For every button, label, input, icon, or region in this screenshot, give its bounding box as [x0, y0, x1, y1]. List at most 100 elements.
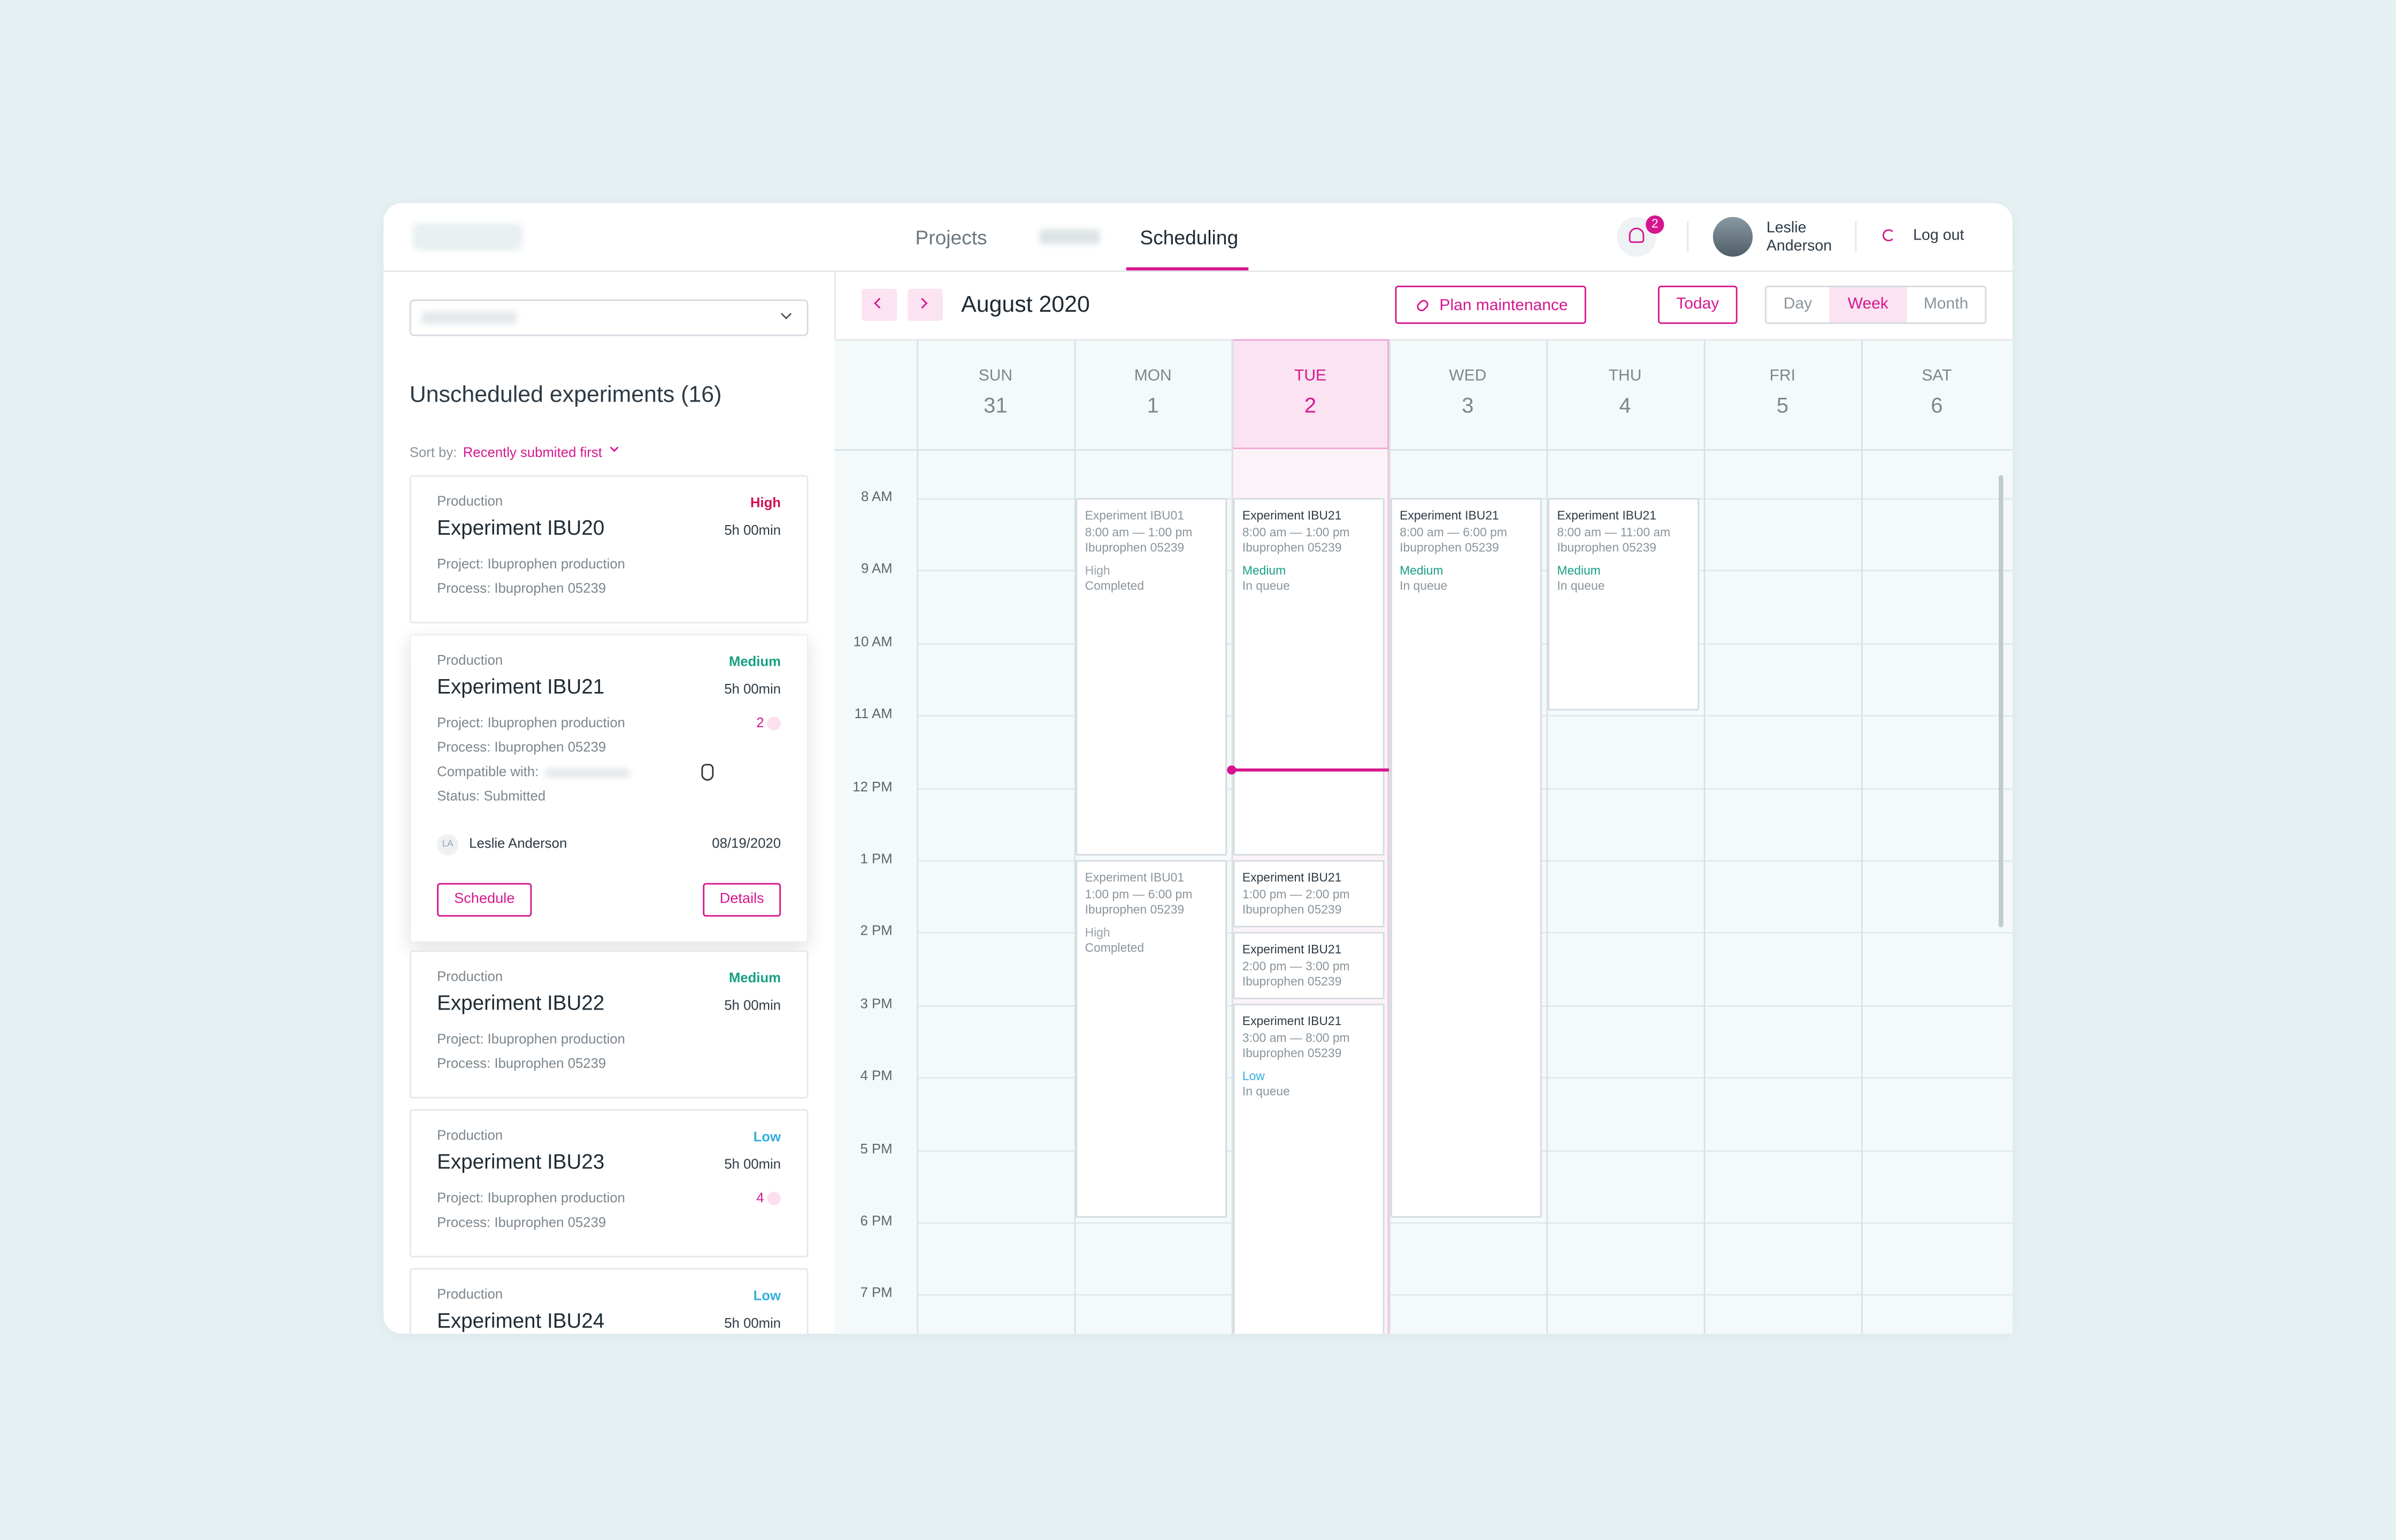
owner-initials: LA	[437, 834, 459, 856]
owner-name: Leslie Anderson	[469, 835, 567, 851]
header-row-border	[834, 449, 2013, 451]
hour-label: 8 AM	[861, 489, 893, 504]
day-name: MON	[1134, 366, 1172, 385]
day-date: 3	[1462, 392, 1474, 417]
card-process: Process: Ibuprophen 05239	[437, 739, 606, 755]
view-option[interactable]: Week	[1829, 287, 1907, 322]
view-switch	[1765, 286, 1987, 324]
experiment-card[interactable]: Production Experiment IBU23 Low 5h 00min Pro…	[409, 1109, 809, 1258]
event-status: In queue	[1242, 1084, 1290, 1099]
button-label: Plan maintenance	[1439, 296, 1568, 315]
nav-tab[interactable]: Projects	[915, 226, 987, 249]
view-option[interactable]: Month	[1923, 295, 1969, 313]
experiment-card[interactable]: Production Experiment IBU21 Medium 5h 00min…	[409, 634, 809, 943]
card-count: 2	[756, 715, 764, 730]
today-button[interactable]: Today	[1658, 286, 1738, 324]
card-process: Process: Ibuprophen 05239	[437, 580, 606, 596]
column-line	[917, 339, 919, 1334]
card-status: Status: Submitted	[437, 788, 546, 804]
compatible-blur	[546, 768, 630, 778]
card-count-dot	[767, 717, 781, 730]
column-line	[1546, 339, 1548, 1334]
hour-line	[917, 1222, 2013, 1224]
event-status: In queue	[1557, 579, 1605, 593]
event-status: Completed	[1085, 579, 1145, 593]
card-duration: 5h 00min	[724, 681, 781, 697]
event-priority: High	[1085, 564, 1110, 578]
card-process: Process: Ibuprophen 05239	[437, 1056, 606, 1071]
event-block[interactable]: Experiment IBU21 8:00 am — 11:00 am Ibupro…	[1548, 498, 1700, 711]
event-title: Experiment IBU21	[1557, 509, 1656, 523]
experiment-card[interactable]: Production Experiment IBU20 High 5h 00min Pr…	[409, 475, 809, 623]
dropdown-placeholder	[421, 311, 517, 324]
day-date: 6	[1931, 392, 1943, 417]
column-line	[1231, 339, 1233, 1334]
day-name: SAT	[1922, 366, 1952, 385]
view-option[interactable]: Day	[1783, 295, 1813, 313]
event-block[interactable]: Experiment IBU21 3:00 am — 8:00 pm Ibuprop…	[1233, 1004, 1385, 1334]
event-time: 8:00 am — 6:00 pm	[1400, 525, 1507, 540]
card-date: 08/19/2020	[712, 835, 781, 851]
card-title: Experiment IBU24	[437, 1309, 605, 1333]
current-time-line	[1231, 768, 1389, 772]
nav-arrow-button[interactable]	[862, 289, 897, 321]
scrollbar	[1999, 475, 2003, 928]
event-process: Ibuprophen 05239	[1557, 541, 1657, 555]
event-time: 1:00 pm — 6:00 pm	[1085, 888, 1193, 902]
card-duration: 5h 00min	[724, 997, 781, 1013]
event-status: Completed	[1085, 941, 1145, 955]
column-line	[1861, 339, 1863, 1334]
card-project: Project: Ibuprophen production	[437, 1031, 625, 1047]
card-project: Project: Ibuprophen production	[437, 715, 625, 730]
event-title: Experiment IBU21	[1400, 509, 1499, 523]
card-button[interactable]: Schedule	[437, 883, 532, 917]
event-process: Ibuprophen 05239	[1242, 1046, 1342, 1060]
event-process: Ibuprophen 05239	[1242, 903, 1342, 917]
event-block[interactable]: Experiment IBU21 8:00 am — 1:00 pm Ibuprop…	[1233, 498, 1385, 856]
card-priority: Medium	[728, 970, 781, 985]
event-block[interactable]: Experiment IBU01 8:00 am — 1:00 pm Ibuprop…	[1076, 498, 1227, 856]
card-category: Production	[437, 968, 503, 984]
event-block[interactable]: Experiment IBU01 1:00 pm — 6:00 pm Ibuprop…	[1076, 860, 1227, 1218]
card-category: Production	[437, 493, 503, 509]
event-block[interactable]: Experiment IBU21 2:00 pm — 3:00 pm Ibuprop…	[1233, 931, 1385, 999]
card-priority: Low	[753, 1288, 781, 1304]
nav-arrow-button[interactable]	[908, 289, 943, 321]
divider	[1687, 221, 1689, 252]
sort-value[interactable]: Recently submited first	[463, 444, 602, 460]
event-title: Experiment IBU21	[1242, 871, 1342, 885]
plan-maintenance-button[interactable]: Plan maintenance	[1395, 286, 1586, 324]
event-block[interactable]: Experiment IBU21 1:00 pm — 2:00 pm Ibuprop…	[1233, 860, 1385, 928]
hour-label: 9 AM	[861, 561, 893, 577]
day-name: TUE	[1294, 366, 1326, 385]
card-title: Experiment IBU20	[437, 516, 605, 540]
card-title: Experiment IBU22	[437, 991, 605, 1015]
hour-label: 12 PM	[853, 778, 893, 794]
card-button[interactable]: Details	[703, 883, 781, 917]
event-time: 8:00 am — 11:00 am	[1557, 525, 1671, 540]
column-line	[1074, 339, 1076, 1334]
event-title: Experiment IBU21	[1242, 942, 1342, 957]
column-line	[1389, 339, 1391, 1334]
card-category: Production	[437, 1286, 503, 1302]
event-process: Ibuprophen 05239	[1242, 541, 1342, 555]
card-priority: Low	[753, 1129, 781, 1144]
filter-dropdown[interactable]	[409, 299, 809, 336]
events-layer: Experiment IBU01 8:00 am — 1:00 pm Ibuprop…	[1076, 498, 1700, 1334]
day-date: 1	[1147, 392, 1159, 417]
sort-label: Sort by:	[409, 444, 457, 460]
toolbar-border	[834, 339, 2013, 341]
experiment-card[interactable]: Production Experiment IBU24 Low 5h 00min	[409, 1268, 809, 1334]
day-name: THU	[1608, 366, 1642, 385]
event-block[interactable]: Experiment IBU21 8:00 am — 6:00 pm Ibuprop…	[1391, 498, 1542, 1218]
today-header	[1231, 339, 1389, 449]
hour-label: 6 PM	[860, 1213, 893, 1229]
card-compatible: Compatible with:	[437, 764, 539, 780]
logout-button[interactable]: Log out	[1913, 227, 1964, 245]
nav-tab[interactable]: Scheduling	[1140, 226, 1239, 249]
card-list: Production Experiment IBU20 High 5h 00min Pr…	[383, 458, 834, 1334]
card-category: Production	[437, 1127, 503, 1143]
experiment-card[interactable]: Production Experiment IBU22 Medium 5h 00min…	[409, 950, 809, 1099]
